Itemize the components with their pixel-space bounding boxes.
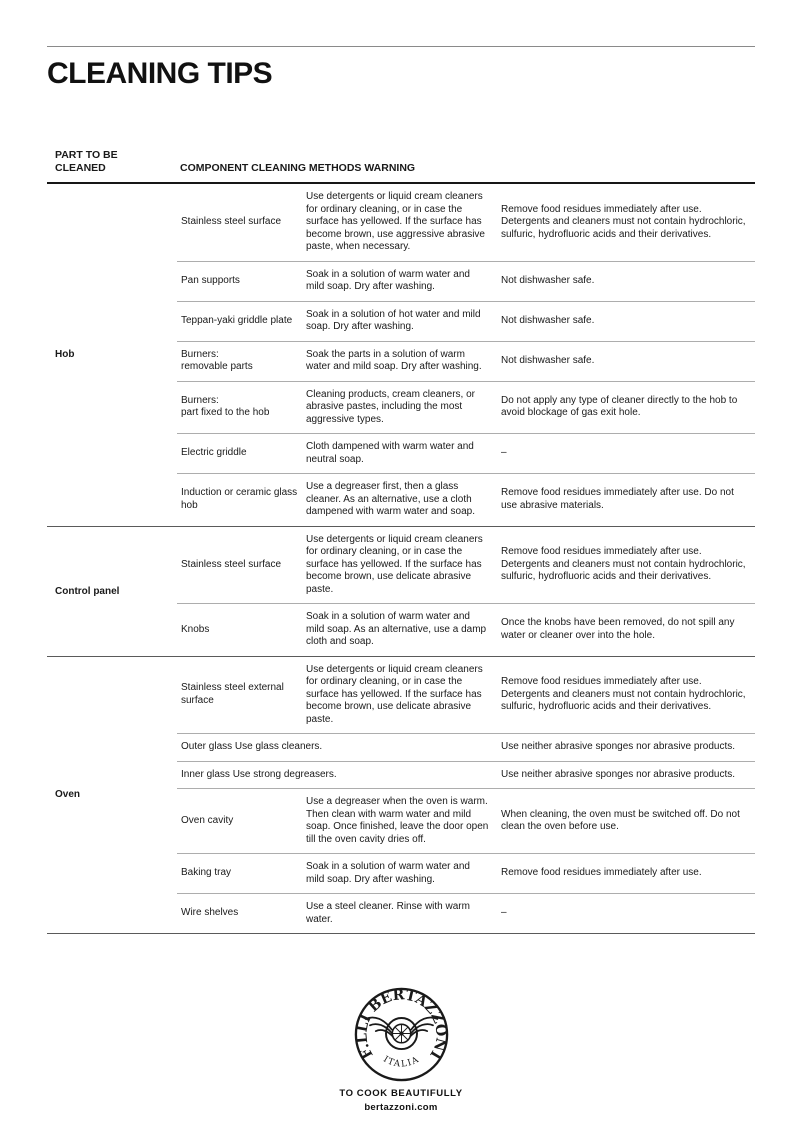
table-row: Induction or ceramic glass hob Use a degr… [177, 473, 755, 526]
table-group: Oven Stainless steel external surface Use … [47, 657, 755, 934]
table-row: Burners: removable parts Soak the parts i… [177, 340, 755, 381]
svg-text:ITALIA: ITALIA [381, 1055, 421, 1070]
component-cell: Knobs [181, 623, 210, 635]
component-cell: Burners: removable parts [181, 348, 253, 373]
cleaning-methods-cell: Soak the parts in a solution of warm wat… [306, 348, 482, 373]
cleaning-methods-cell: Use a degreaser first, then a glass clea… [306, 481, 475, 517]
group-rows: Stainless steel external surface Use dete… [177, 657, 755, 934]
cleaning-methods-cell: Use detergents or liquid cream cleaners … [306, 533, 483, 595]
table-row: Oven cavity Use a degreaser when the oven… [177, 788, 755, 853]
warning-cell: Once the knobs have been removed, do not… [501, 617, 735, 641]
table-row: Wire shelves Use a steel cleaner. Rinse w… [177, 893, 755, 933]
warning-cell: Not dishwasher safe. [501, 274, 595, 286]
component-cell: Burners: part fixed to the hob [181, 394, 270, 419]
logo-italia-text: ITALIA [381, 1055, 420, 1070]
header-component-methods-warning: COMPONENT CLEANING METHODS WARNING [180, 162, 416, 174]
warning-cell: Remove food residues immediately after u… [501, 546, 746, 582]
warning-cell: Do not apply any type of cleaner directl… [501, 394, 738, 419]
table-row: Stainless steel external surface Use dete… [177, 657, 755, 734]
cleaning-methods-cell: Soak in a solution of hot water and mild… [306, 308, 481, 333]
component-cell: Stainless steel external surface [181, 682, 284, 706]
component-cell: Baking tray [181, 867, 232, 879]
cleaning-methods-cell: Use detergents or liquid cream cleaners … [306, 663, 483, 725]
warning-cell: Remove food residues immediately after u… [501, 203, 746, 240]
warning-cell: Not dishwasher safe. [501, 354, 595, 366]
warning-cell: Use neither abrasive sponges nor abrasiv… [501, 768, 736, 780]
top-rule [47, 46, 755, 47]
table-row: Baking tray Soak in a solution of warm wa… [177, 853, 755, 893]
warning-cell: Remove food residues immediately after u… [501, 676, 746, 712]
component-and-methods-cell: Inner glass Use strong degreasers. [181, 768, 337, 780]
component-and-methods-cell: Outer glass Use glass cleaners. [181, 741, 323, 752]
cleaning-methods-cell: Use detergents or liquid cream cleaners … [306, 191, 485, 252]
component-cell: Wire shelves [181, 907, 239, 919]
group-rows: Stainless steel surface Use detergents or… [177, 527, 755, 656]
part-to-be-cleaned-label: Oven [55, 789, 81, 801]
cleaning-table: PART TO BE CLEANED COMPONENT CLEANING ME… [47, 149, 755, 934]
bertazzoni-logo: F.LLI BERTAZZONI ITALIA [0, 986, 802, 1083]
warning-cell: Remove food residues immediately after u… [501, 867, 702, 879]
table-row: Outer glass Use glass cleaners. Use neith… [177, 733, 755, 761]
cleaning-methods-cell: Soak in a solution of warm water and mil… [306, 861, 470, 885]
table-row: Pan supports Soak in a solution of warm w… [177, 260, 755, 301]
brand-tagline: TO COOK BEAUTIFULLY [339, 1088, 463, 1099]
table-row: Inner glass Use strong degreasers. Use ne… [177, 760, 755, 789]
warning-cell: – [501, 907, 507, 919]
cleaning-methods-cell: Cloth dampened with warm water and neutr… [306, 441, 474, 465]
cleaning-methods-cell: Soak in a solution of warm water and mil… [306, 268, 470, 293]
warning-cell: Not dishwasher safe. [501, 314, 595, 326]
cleaning-methods-cell: Soak in a solution of warm water and mil… [306, 611, 487, 647]
table-group: Control panel Stainless steel surface Use … [47, 527, 755, 657]
table-group: Hob Stainless steel surface Use detergents… [47, 184, 755, 527]
component-cell: Oven cavity [181, 814, 234, 826]
table-row: Stainless steel surface Use detergents or… [177, 184, 755, 261]
component-cell: Teppan-yaki griddle plate [181, 314, 293, 326]
page-title: CLEANING TIPS [47, 57, 273, 90]
table-row: Stainless steel surface Use detergents or… [177, 527, 755, 604]
part-to-be-cleaned-label: Hob [55, 349, 75, 361]
group-rows: Stainless steel surface Use detergents or… [177, 184, 755, 526]
warning-cell: – [501, 447, 507, 459]
warning-cell: Use neither abrasive sponges nor abrasiv… [501, 741, 736, 752]
bertazzoni-logo-svg: F.LLI BERTAZZONI ITALIA [353, 986, 449, 1082]
cleaning-methods-cell: Use a degreaser when the oven is warm. T… [306, 796, 489, 845]
part-to-be-cleaned-label: Control panel [55, 585, 120, 597]
component-cell: Induction or ceramic glass hob [181, 487, 298, 511]
component-cell: Electric griddle [181, 447, 247, 459]
footer: F.LLI BERTAZZONI ITALIA [0, 986, 802, 1113]
table-row: Knobs Soak in a solution of warm water an… [177, 603, 755, 656]
table-row: Burners: part fixed to the hob Cleaning p… [177, 380, 755, 434]
component-cell: Stainless steel surface [181, 216, 282, 227]
table-header: PART TO BE CLEANED COMPONENT CLEANING ME… [47, 149, 755, 184]
component-cell: Pan supports [181, 274, 240, 286]
warning-cell: When cleaning, the oven must be switched… [501, 808, 740, 833]
warning-cell: Remove food residues immediately after u… [501, 487, 734, 511]
brand-website: bertazzoni.com [364, 1102, 438, 1113]
table-body: Hob Stainless steel surface Use detergents… [47, 184, 755, 934]
cleaning-methods-cell: Use a steel cleaner. Rinse with warm wat… [306, 901, 470, 925]
logo-outer-ring [354, 987, 448, 1082]
cleaning-methods-cell: Cleaning products, cream cleaners, or ab… [306, 388, 475, 425]
winged-wheel-icon [364, 1016, 438, 1051]
table-row: Teppan-yaki griddle plate Soak in a solut… [177, 300, 755, 341]
component-cell: Stainless steel surface [181, 558, 282, 570]
header-part-to-be-cleaned: PART TO BE CLEANED [55, 149, 118, 174]
table-row: Electric griddle Cloth dampened with warm… [177, 433, 755, 473]
